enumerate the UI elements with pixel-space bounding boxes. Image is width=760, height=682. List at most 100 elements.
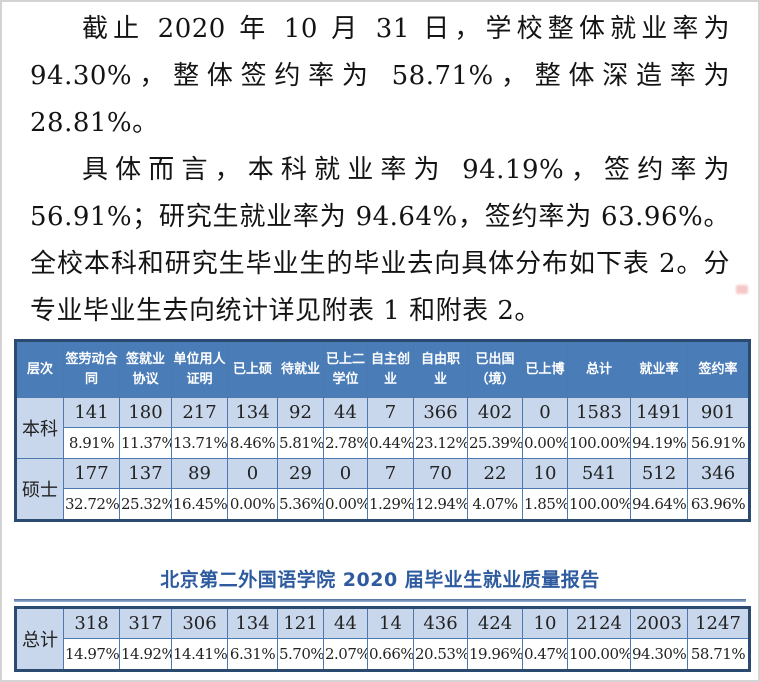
count-cell: 317 xyxy=(119,607,172,639)
count-cell: 177 xyxy=(63,458,120,489)
count-cell: 29 xyxy=(277,458,324,489)
page-header-title: 北京第二外国语学院 2020 届毕业生就业质量报告 xyxy=(160,569,600,591)
percent-cell: 0.00% xyxy=(323,488,368,521)
count-cell: 0 xyxy=(522,397,568,428)
employment-table-total: 总计 318 317 306 134 121 44 14 436 424 10 2124 2003 124… xyxy=(14,606,751,672)
percent-cell: 94.30% xyxy=(630,638,688,671)
count-cell: 0 xyxy=(227,458,278,489)
page-header-rule xyxy=(14,599,746,602)
column-header: 自由职业 xyxy=(413,340,468,398)
percent-cell: 23.12% xyxy=(413,427,468,459)
percent-cell: 4.07% xyxy=(467,488,523,521)
column-header: 自主创业 xyxy=(367,340,414,398)
percent-cell: 58.71% xyxy=(687,638,750,671)
count-cell: 44 xyxy=(323,397,368,428)
count-cell: 1583 xyxy=(567,397,631,428)
employment-table-main: 层次 签劳动合同 签就业协议 单位用人证明 已上硕 待就业 已上二学位 自主创业 自由职业 已出国… xyxy=(14,339,751,522)
column-header: 已上硕 xyxy=(227,340,278,398)
count-cell: 121 xyxy=(277,607,324,639)
percent-cell: 8.91% xyxy=(63,427,120,459)
count-cell: 217 xyxy=(171,397,228,428)
count-cell: 1247 xyxy=(687,607,750,639)
percent-cell: 12.94% xyxy=(413,488,468,521)
percent-cell: 0.66% xyxy=(367,638,414,671)
count-cell: 366 xyxy=(413,397,468,428)
watermark-artifact xyxy=(736,285,748,294)
body-text: 截止 2020 年 10 月 31 日，学校整体就业率为 94.30%，整体签约… xyxy=(14,4,746,335)
count-cell: 22 xyxy=(467,458,523,489)
percent-cell: 14.97% xyxy=(63,638,120,671)
count-cell: 180 xyxy=(119,397,172,428)
percent-cell: 0.47% xyxy=(522,638,568,671)
percent-cell: 8.46% xyxy=(227,427,278,459)
percent-cell: 6.31% xyxy=(227,638,278,671)
count-cell: 541 xyxy=(567,458,631,489)
column-header: 单位用人证明 xyxy=(171,340,228,398)
percent-cell: 63.96% xyxy=(687,488,750,521)
column-header: 已上博 xyxy=(522,340,568,398)
percent-cell: 14.92% xyxy=(119,638,172,671)
column-header: 待就业 xyxy=(277,340,324,398)
column-header: 层次 xyxy=(15,340,64,398)
percent-cell: 0.44% xyxy=(367,427,414,459)
percent-cell: 2.78% xyxy=(323,427,368,459)
percent-cell: 16.45% xyxy=(171,488,228,521)
percent-cell: 100.00% xyxy=(567,638,631,671)
paragraph-detail-rates: 具体而言，本科就业率为 94.19%，签约率为 56.91%；研究生就业率为 9… xyxy=(30,155,730,326)
column-header: 签劳动合同 xyxy=(63,340,120,398)
count-cell: 89 xyxy=(171,458,228,489)
percent-cell: 25.32% xyxy=(119,488,172,521)
count-cell: 10 xyxy=(522,458,568,489)
row-label: 本科 xyxy=(15,397,64,459)
count-cell: 7 xyxy=(367,397,414,428)
column-header: 已上二学位 xyxy=(323,340,368,398)
percent-cell: 1.29% xyxy=(367,488,414,521)
count-cell: 70 xyxy=(413,458,468,489)
count-cell: 134 xyxy=(227,607,278,639)
count-cell: 402 xyxy=(467,397,523,428)
count-cell: 134 xyxy=(227,397,278,428)
percent-cell: 5.36% xyxy=(277,488,324,521)
count-cell: 346 xyxy=(687,458,750,489)
count-cell: 141 xyxy=(63,397,120,428)
count-cell: 44 xyxy=(323,607,368,639)
count-cell: 436 xyxy=(413,607,468,639)
percent-cell: 14.41% xyxy=(171,638,228,671)
count-cell: 92 xyxy=(277,397,324,428)
count-cell: 14 xyxy=(367,607,414,639)
percent-cell: 5.81% xyxy=(277,427,324,459)
percent-cell: 1.85% xyxy=(522,488,568,521)
count-cell: 10 xyxy=(522,607,568,639)
percent-cell: 5.70% xyxy=(277,638,324,671)
column-header: 签就业协议 xyxy=(119,340,172,398)
percent-cell: 100.00% xyxy=(567,488,631,521)
row-label: 总计 xyxy=(15,607,64,671)
count-cell: 1491 xyxy=(630,397,688,428)
percent-cell: 13.71% xyxy=(171,427,228,459)
row-label: 硕士 xyxy=(15,458,64,521)
column-header: 签约率 xyxy=(687,340,750,398)
paragraph-overall-rates: 截止 2020 年 10 月 31 日，学校整体就业率为 94.30%，整体签约… xyxy=(30,14,730,138)
percent-cell: 25.39% xyxy=(467,427,523,459)
count-cell: 0 xyxy=(323,458,368,489)
column-header: 就业率 xyxy=(630,340,688,398)
percent-cell: 32.72% xyxy=(63,488,120,521)
column-header: 已出国（境） xyxy=(467,340,523,398)
percent-cell: 94.64% xyxy=(630,488,688,521)
percent-cell: 20.53% xyxy=(413,638,468,671)
count-cell: 137 xyxy=(119,458,172,489)
count-cell: 512 xyxy=(630,458,688,489)
count-cell: 7 xyxy=(367,458,414,489)
percent-cell: 100.00% xyxy=(567,427,631,459)
percent-cell: 56.91% xyxy=(687,427,750,459)
count-cell: 2124 xyxy=(567,607,631,639)
percent-cell: 19.96% xyxy=(467,638,523,671)
count-cell: 424 xyxy=(467,607,523,639)
percent-cell: 2.07% xyxy=(323,638,368,671)
percent-cell: 11.37% xyxy=(119,427,172,459)
percent-cell: 0.00% xyxy=(227,488,278,521)
page-break-header: 北京第二外国语学院 2020 届毕业生就业质量报告 xyxy=(14,568,746,602)
column-header: 总计 xyxy=(567,340,631,398)
count-cell: 318 xyxy=(63,607,120,639)
